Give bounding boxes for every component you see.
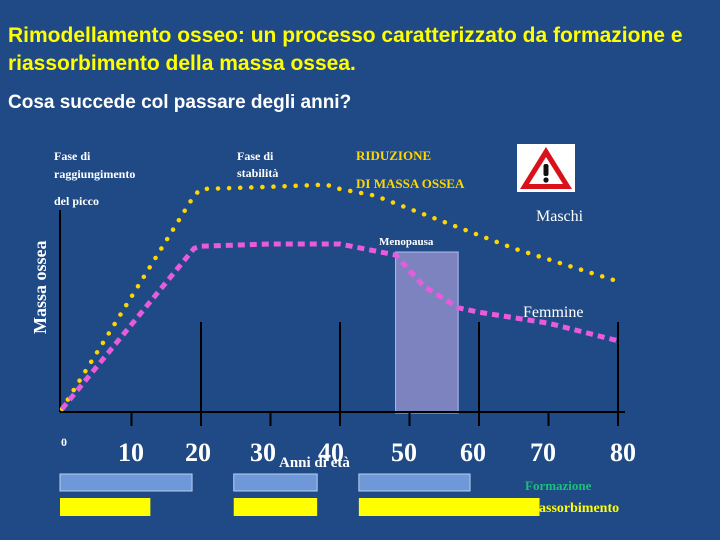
slide-question: Cosa succede col passare degli anni?: [8, 92, 352, 113]
warning-icon: [517, 144, 575, 192]
slide-title: Rimodellamento osseo: un processo caratt…: [8, 24, 683, 75]
x-tick-labels: 0 10 20 30 40 50 60 70 80: [61, 435, 636, 467]
formation-bar: [233, 473, 318, 492]
annotation-phase-stability: Fase di stabilità: [237, 149, 278, 180]
x-tick-label: 10: [118, 438, 144, 467]
x-tick-label: 0: [61, 435, 67, 449]
resorption-bar: [358, 498, 540, 516]
x-tick-label: 20: [185, 438, 211, 467]
legend-riassorbimento: Riassorbimento: [525, 501, 619, 516]
series-label-femmine: Femmine: [523, 304, 583, 321]
x-axis-label: Anni di età: [279, 455, 350, 471]
legend-formazione: Formazione: [525, 478, 592, 493]
series-maschi-line: [59, 182, 621, 412]
annotation-menopause: Menopausa: [379, 236, 434, 248]
formation-bar: [59, 473, 193, 492]
y-axis-label: Massa ossea: [30, 241, 50, 335]
menopause-band: [395, 251, 459, 414]
x-tick-label: 50: [391, 438, 417, 467]
series-femmine-line: [60, 241, 619, 411]
resorption-bar: [233, 498, 318, 516]
x-tick-label: 80: [610, 438, 636, 467]
x-tick-label: 70: [530, 438, 556, 467]
resorption-bars: [60, 498, 540, 516]
annotation-phase-peak: Fase di raggiungimento del picco: [54, 149, 138, 208]
annotation-reduction: RIDUZIONE DI MASSA OSSEA: [356, 148, 465, 191]
formation-bar: [358, 473, 471, 492]
series-label-maschi: Maschi: [536, 208, 584, 225]
x-tick-label: 30: [250, 438, 276, 467]
formation-bars: [59, 473, 471, 492]
x-tick-marks: [130, 322, 619, 426]
x-tick-label: 60: [460, 438, 486, 467]
x-tick-label: 40: [318, 438, 344, 467]
resorption-bar: [60, 498, 151, 516]
